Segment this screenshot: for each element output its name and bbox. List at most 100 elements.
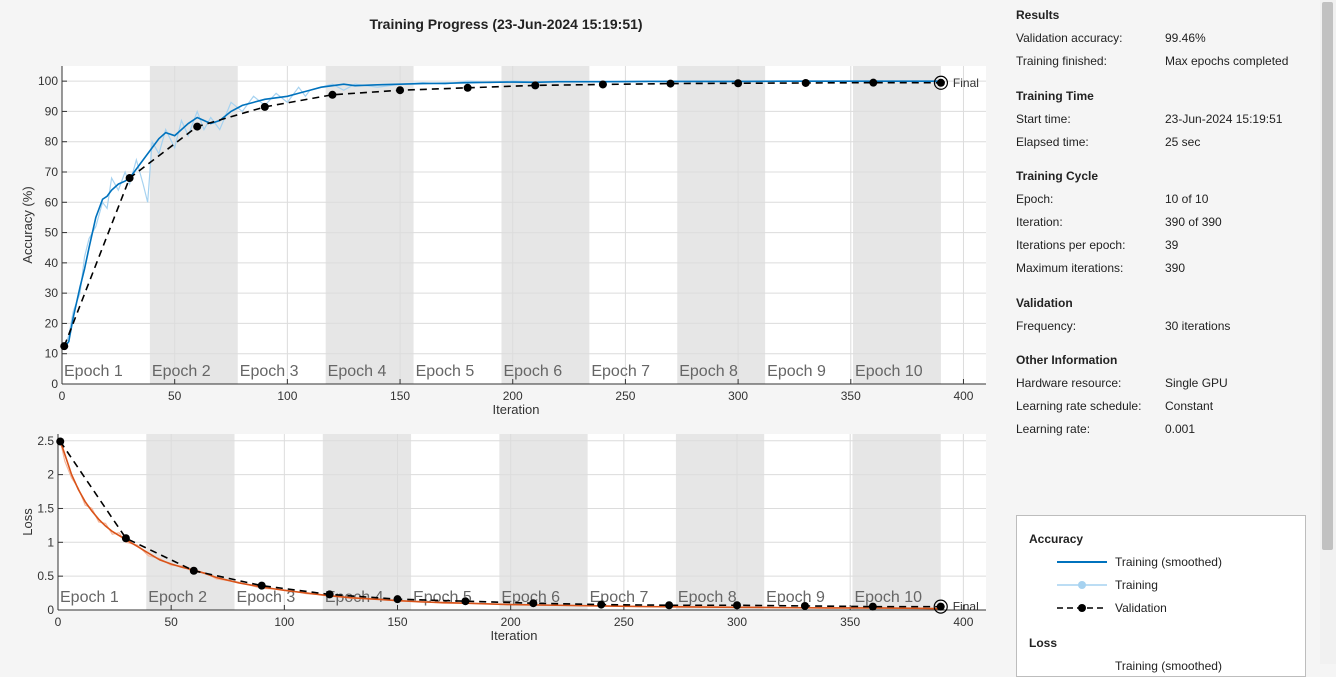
validation-point (396, 86, 405, 95)
epoch-label: Epoch 2 (148, 589, 207, 606)
x-tick-label: 300 (727, 615, 747, 629)
epoch-label: Epoch 9 (766, 589, 825, 606)
y-tick-label: 30 (45, 286, 59, 300)
epoch-label: Epoch 1 (60, 589, 119, 606)
validation-point (733, 601, 742, 610)
legend-smoothed-accuracy-icon (1057, 561, 1107, 563)
validation-point (868, 602, 877, 611)
info-value: 39 (1165, 238, 1179, 252)
x-tick-label: 400 (953, 389, 973, 403)
validation-line (63, 81, 941, 347)
y-tick-label: 100 (38, 74, 58, 88)
info-key: Iterations per epoch: (1016, 238, 1126, 252)
epoch-label: Epoch 7 (591, 363, 650, 380)
epoch-band (677, 66, 766, 384)
info-key: Hardware resource: (1016, 376, 1122, 390)
validation-point (665, 601, 674, 610)
x-tick-label: 400 (953, 615, 973, 629)
info-value: Constant (1165, 399, 1214, 413)
validation-point (869, 78, 878, 87)
info-key: Epoch: (1016, 192, 1054, 206)
validation-point (56, 437, 65, 446)
epoch-band (675, 434, 765, 610)
info-value: Single GPU (1165, 376, 1228, 390)
y-axis-label: Accuracy (%) (20, 186, 35, 263)
info-key: Frequency: (1016, 319, 1077, 333)
page-title: Training Progress (23-Jun-2024 15:19:51) (369, 16, 643, 32)
epoch-label: Epoch 5 (416, 363, 475, 380)
x-tick-label: 100 (274, 615, 294, 629)
section-heading: Validation (1016, 296, 1073, 310)
y-tick-label: 10 (45, 347, 59, 361)
validation-point (800, 601, 809, 610)
section-heading: Results (1016, 8, 1060, 22)
validation-point (393, 595, 402, 604)
validation-point (734, 79, 743, 88)
validation-point (121, 534, 130, 543)
x-tick-label: 350 (841, 389, 861, 403)
y-tick-label: 2 (47, 468, 54, 482)
x-tick-label: 50 (164, 615, 178, 629)
epoch-label: Epoch 2 (152, 363, 211, 380)
validation-point (801, 78, 810, 87)
validation-point (463, 83, 472, 92)
info-value: 99.46% (1165, 31, 1206, 45)
info-value: 23-Jun-2024 15:19:51 (1165, 112, 1283, 126)
final-label: Final (953, 76, 979, 90)
y-tick-label: 2.5 (37, 434, 54, 448)
epoch-label: Epoch 3 (240, 363, 299, 380)
x-tick-label: 300 (728, 389, 748, 403)
epoch-band (325, 66, 414, 384)
info-value: Max epochs completed (1165, 54, 1289, 68)
accuracy-chart: Epoch 1 Epoch 2 Epoch 3 Epoch 4 Epoch 5 Epoch… (20, 66, 986, 417)
x-tick-label: 150 (390, 389, 410, 403)
y-tick-label: 20 (45, 316, 59, 330)
y-tick-label: 90 (45, 104, 59, 118)
epoch-label: Epoch 1 (64, 363, 123, 380)
legend-item-training-smoothed: Training (smoothed) (1115, 555, 1222, 569)
final-marker (933, 599, 948, 614)
info-value: 25 sec (1165, 135, 1201, 149)
legend-training-accuracy-icon (1057, 581, 1107, 589)
epoch-label: Epoch 6 (501, 589, 560, 606)
x-tick-label: 50 (168, 389, 182, 403)
section-heading: Training Time (1016, 89, 1094, 103)
epoch-band (853, 66, 941, 384)
epoch-label: Epoch 10 (854, 589, 922, 606)
y-tick-label: 0 (47, 603, 54, 617)
y-tick-label: 50 (45, 226, 59, 240)
x-tick-label: 250 (614, 615, 634, 629)
epoch-band (499, 434, 588, 610)
epoch-band (322, 434, 412, 610)
x-axis-label: Iteration (493, 402, 540, 417)
validation-point (461, 597, 470, 606)
y-tick-label: 60 (45, 195, 59, 209)
validation-point (60, 342, 69, 351)
x-tick-label: 0 (59, 389, 66, 403)
info-key: Learning rate: (1016, 422, 1091, 436)
final-marker (933, 75, 949, 90)
validation-point (597, 600, 606, 609)
x-tick-label: 200 (501, 615, 521, 629)
section-heading: Other Information (1016, 353, 1118, 367)
info-key: Iteration: (1016, 215, 1063, 229)
epoch-label: Epoch 9 (767, 363, 826, 380)
x-tick-label: 100 (277, 389, 297, 403)
epoch-band (146, 434, 235, 610)
y-tick-label: 1.5 (37, 501, 54, 515)
x-tick-label: 150 (387, 615, 407, 629)
x-tick-label: 0 (55, 615, 62, 629)
epoch-label: Epoch 3 (237, 589, 296, 606)
legend-item-validation: Validation (1115, 601, 1167, 615)
x-tick-label: 250 (615, 389, 635, 403)
training-charts: Epoch 1 Epoch 2 Epoch 3 Epoch 4 Epoch 5 Epoch… (20, 66, 986, 643)
scrollbar-thumb[interactable] (1322, 2, 1333, 550)
info-key: Start time: (1016, 112, 1071, 126)
epoch-label: Epoch 10 (855, 363, 923, 380)
validation-point (257, 581, 266, 590)
y-tick-label: 0.5 (37, 569, 54, 583)
info-key: Validation accuracy: (1016, 31, 1123, 45)
info-value: 390 (1165, 261, 1186, 275)
validation-point (936, 602, 945, 611)
legend-panel: Accuracy Training (smoothed) Training Va… (1016, 515, 1306, 677)
